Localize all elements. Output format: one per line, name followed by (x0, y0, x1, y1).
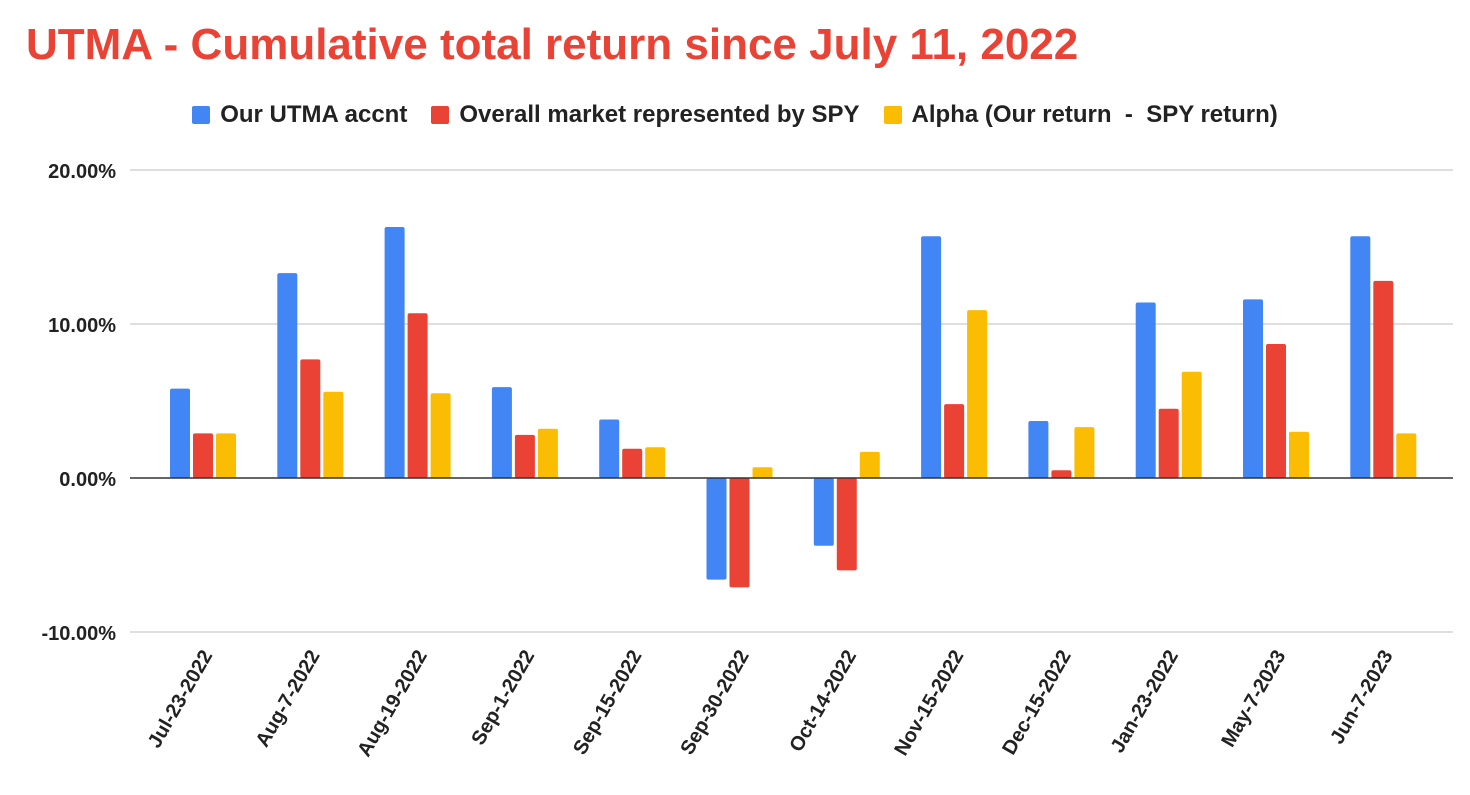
legend-swatch-utma (192, 106, 211, 124)
bar-utma-sep-15-2022 (599, 419, 620, 478)
x-tick-label: Jan-23-2022 (1107, 647, 1183, 757)
legend-item-alpha: Alpha (Our return - SPY return) (883, 101, 1278, 129)
x-axis-tick-labels: Jul-23-2022 Aug-7-2022 Aug-19-2022 Sep-1-20… (144, 647, 1398, 761)
bar-utma-may-7-2023 (1243, 299, 1263, 478)
x-tick-label: Oct-14-2022 (785, 647, 861, 756)
bar-utma-jun-7-2023 (1350, 236, 1371, 478)
bar-utma-aug-19-2022 (384, 226, 405, 478)
legend-label-alpha: Alpha (Our return - SPY return) (911, 101, 1278, 128)
bar-alpha-jun-7-2023 (1396, 433, 1417, 478)
x-tick-label: May-7-2023 (1217, 647, 1290, 751)
bar-spy-jan-23-2022 (1158, 408, 1179, 478)
bar-utma-sep-30-2022 (706, 478, 727, 580)
bar-utma-jul-23-2022 (170, 388, 190, 478)
bar-spy-nov-15-2022 (944, 404, 965, 478)
bar-utma-jan-23-2022 (1135, 302, 1156, 478)
legend-item-utma: Our UTMA accnt (192, 101, 407, 129)
legend-label-spy: Overall market represented by SPY (459, 101, 860, 128)
bar-alpha-sep-15-2022 (645, 447, 666, 478)
bar-spy-dec-15-2022 (1051, 470, 1072, 478)
bar-alpha-may-7-2023 (1289, 431, 1309, 478)
bar-utma-oct-14-2022 (813, 478, 834, 546)
bar-alpha-aug-7-2022 (323, 391, 344, 478)
bars (170, 226, 1417, 588)
bar-utma-dec-15-2022 (1028, 421, 1049, 478)
bar-alpha-nov-15-2022 (967, 310, 988, 478)
legend-label-utma: Our UTMA accnt (220, 101, 408, 128)
legend: Our UTMA accnt Overall market represente… (0, 99, 1470, 131)
x-tick-label: Aug-19-2022 (353, 647, 432, 761)
y-axis-tick-labels: -10.00% 0.00% 10.00% 20.00% (42, 161, 117, 645)
bar-spy-sep-30-2022 (729, 478, 750, 588)
bar-spy-jun-7-2023 (1373, 280, 1394, 478)
bar-utma-aug-7-2022 (277, 273, 298, 478)
legend-item-spy: Overall market represented by SPY (431, 101, 860, 129)
bar-alpha-sep-1-2022 (537, 428, 558, 478)
grid-lines (130, 169, 1453, 633)
bar-utma-nov-15-2022 (921, 236, 942, 478)
x-tick-label: Sep-1-2022 (467, 647, 539, 749)
legend-swatch-spy (431, 106, 450, 124)
y-tick-label: 0.00% (59, 469, 116, 491)
bar-alpha-sep-30-2022 (752, 467, 773, 478)
y-tick-label: -10.00% (42, 623, 117, 645)
bar-alpha-dec-15-2022 (1074, 427, 1095, 478)
bar-alpha-oct-14-2022 (859, 451, 880, 478)
y-tick-label: 10.00% (48, 315, 116, 337)
x-tick-label: Jun-7-2023 (1326, 647, 1397, 748)
y-tick-label: 20.00% (48, 161, 116, 183)
legend-swatch-alpha (883, 106, 902, 124)
bar-spy-may-7-2023 (1266, 344, 1286, 478)
chart-title: UTMA - Cumulative total return since Jul… (26, 20, 1079, 69)
bar-spy-oct-14-2022 (836, 478, 857, 571)
x-tick-label: Sep-30-2022 (676, 647, 753, 759)
bar-alpha-jan-23-2022 (1181, 371, 1202, 478)
bar-alpha-aug-19-2022 (430, 393, 451, 478)
bar-alpha-jul-23-2022 (216, 433, 236, 478)
x-tick-label: Dec-15-2022 (998, 647, 1075, 759)
bar-utma-sep-1-2022 (491, 387, 512, 478)
x-tick-label: Jul-23-2022 (144, 647, 218, 752)
bar-spy-aug-7-2022 (300, 359, 321, 478)
bar-spy-sep-1-2022 (514, 434, 535, 478)
bar-spy-aug-19-2022 (407, 313, 428, 478)
x-tick-label: Aug-7-2022 (252, 647, 325, 751)
bar-spy-jul-23-2022 (193, 433, 213, 478)
x-tick-label: Sep-15-2022 (569, 647, 646, 759)
bar-spy-sep-15-2022 (622, 448, 643, 478)
x-tick-label: Nov-15-2022 (890, 647, 968, 760)
